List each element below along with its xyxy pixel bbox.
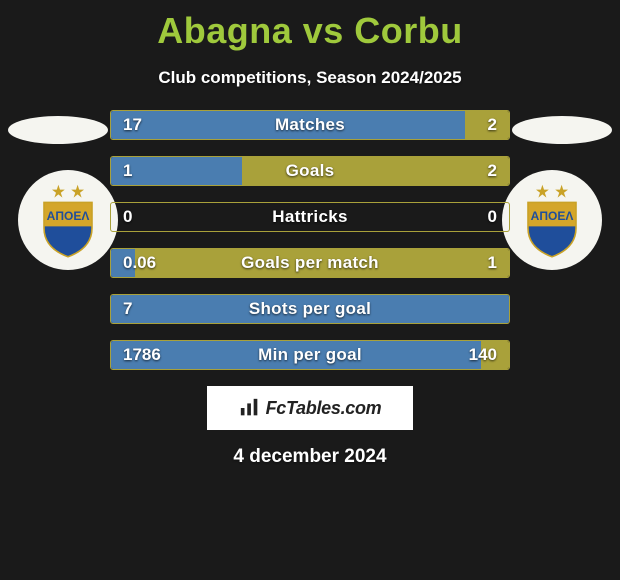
svg-text:ΑΠΟΕΛ: ΑΠΟΕΛ — [47, 209, 90, 223]
stat-value-left: 17 — [123, 115, 142, 135]
watermark-text: FcTables.com — [266, 398, 382, 419]
stat-label: Goals — [286, 161, 335, 181]
stat-row: 0.06 Goals per match 1 — [110, 248, 510, 278]
stat-value-left: 1 — [123, 161, 132, 181]
stat-label: Hattricks — [272, 207, 347, 227]
stat-label: Min per goal — [258, 345, 362, 365]
apoel-logo-icon: ΑΠΟΕΛ — [512, 180, 592, 260]
stat-row: 1 Goals 2 — [110, 156, 510, 186]
stat-value-right: 2 — [488, 115, 497, 135]
subtitle: Club competitions, Season 2024/2025 — [0, 68, 620, 88]
club-badge-right: ΑΠΟΕΛ — [502, 170, 602, 270]
player-left-ellipse — [8, 116, 108, 144]
svg-text:ΑΠΟΕΛ: ΑΠΟΕΛ — [531, 209, 574, 223]
stat-value-right: 0 — [488, 207, 497, 227]
stat-row: 0 Hattricks 0 — [110, 202, 510, 232]
stat-row: 1786 Min per goal 140 — [110, 340, 510, 370]
stat-rows-container: 17Matches21Goals20Hattricks00.06Goals pe… — [110, 110, 510, 370]
stat-row: 17 Matches 2 — [110, 110, 510, 140]
player-right-ellipse — [512, 116, 612, 144]
stat-fill-right — [242, 157, 509, 185]
stat-label: Goals per match — [241, 253, 379, 273]
stat-label: Shots per goal — [249, 299, 371, 319]
stat-row: 7 Shots per goal — [110, 294, 510, 324]
apoel-logo-icon: ΑΠΟΕΛ — [28, 180, 108, 260]
chart-icon — [239, 397, 261, 419]
comparison-panel: ΑΠΟΕΛ ΑΠΟΕΛ 17Matches21Goals20Hattricks0… — [0, 110, 620, 468]
club-badge-left: ΑΠΟΕΛ — [18, 170, 118, 270]
stat-value-left: 1786 — [123, 345, 161, 365]
stat-value-left: 0.06 — [123, 253, 156, 273]
stat-label: Matches — [275, 115, 345, 135]
page-title: Abagna vs Corbu — [0, 0, 620, 52]
stat-value-right: 2 — [488, 161, 497, 181]
watermark-badge: FcTables.com — [207, 386, 413, 430]
stat-value-left: 7 — [123, 299, 132, 319]
stat-value-right: 140 — [469, 345, 497, 365]
stat-value-left: 0 — [123, 207, 132, 227]
date-label: 4 december 2024 — [110, 446, 510, 468]
stat-value-right: 1 — [488, 253, 497, 273]
